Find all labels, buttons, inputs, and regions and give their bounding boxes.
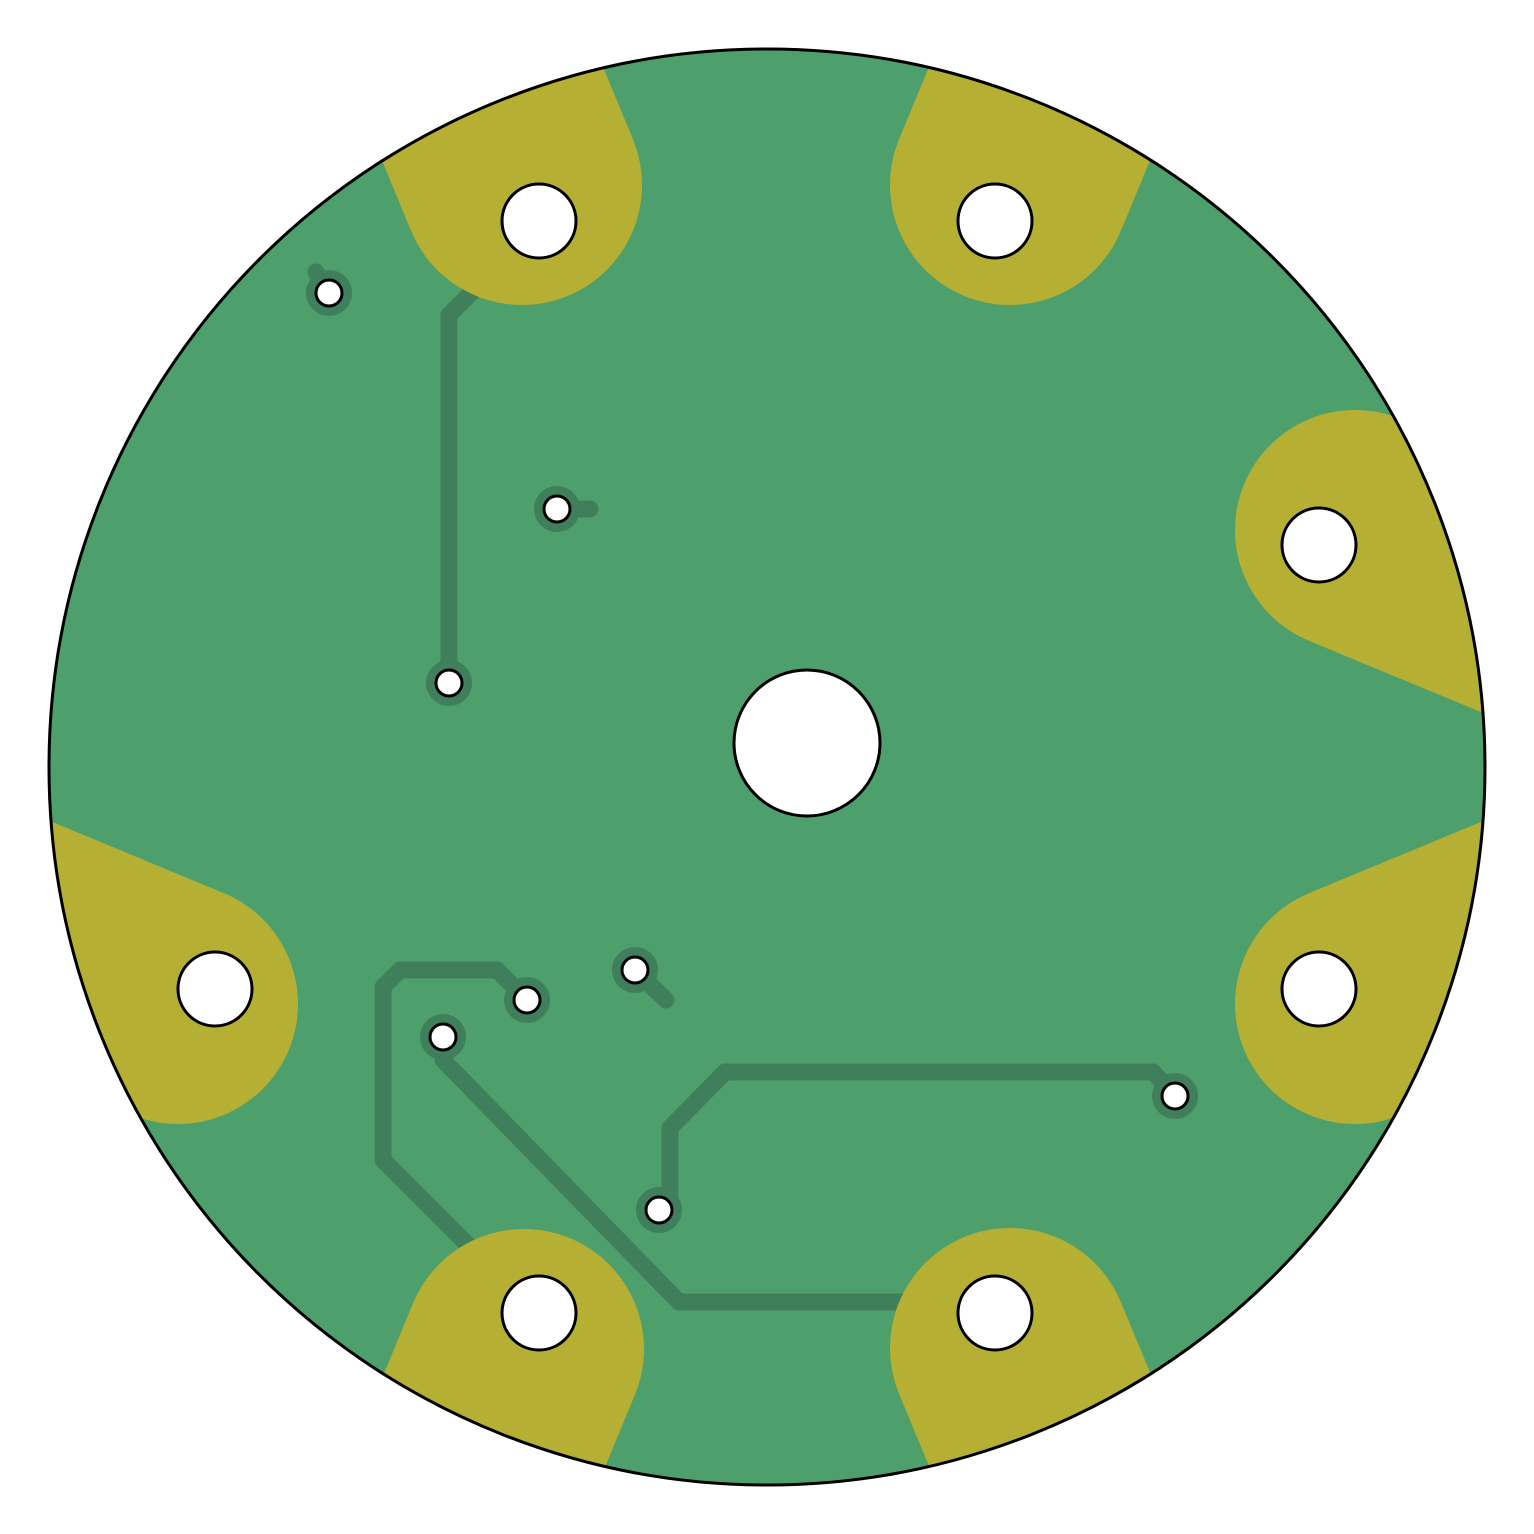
via-hole	[1160, 1081, 1190, 1111]
edge-pad-right-upper	[1235, 410, 1485, 741]
via-hole	[542, 494, 572, 524]
via-hole	[434, 668, 464, 698]
via-hole	[644, 1195, 674, 1225]
pad-hole	[956, 182, 1034, 260]
edge-pad-right-lower	[1235, 793, 1485, 1124]
edge-pad-left	[49, 793, 298, 1124]
pad-hole	[176, 950, 254, 1028]
center-mounting-hole	[732, 668, 882, 818]
board-outline	[47, 47, 1487, 1487]
via-hole	[512, 985, 542, 1015]
pad-hole	[956, 1274, 1034, 1352]
pad-hole	[500, 1274, 578, 1352]
pad-hole	[1280, 506, 1358, 584]
pad-hole	[500, 182, 578, 260]
trace-top-left	[440, 283, 481, 692]
trace-bottom-left-loop	[374, 961, 536, 1256]
drill-hole-layer	[176, 182, 1358, 1352]
pad-hole	[1280, 950, 1358, 1028]
via-hole	[314, 278, 344, 308]
via-hole	[428, 1022, 458, 1052]
via-hole	[620, 955, 650, 985]
trace-bottom-diagonal	[434, 1051, 914, 1311]
